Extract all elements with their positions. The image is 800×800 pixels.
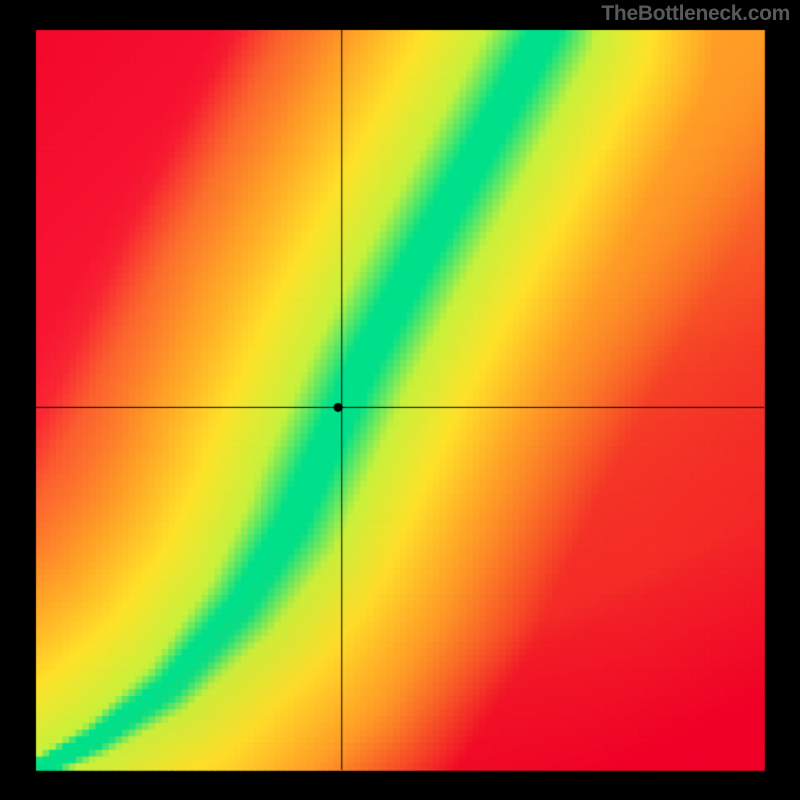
bottleneck-heatmap: [0, 0, 800, 800]
watermark: TheBottleneck.com: [601, 2, 790, 26]
